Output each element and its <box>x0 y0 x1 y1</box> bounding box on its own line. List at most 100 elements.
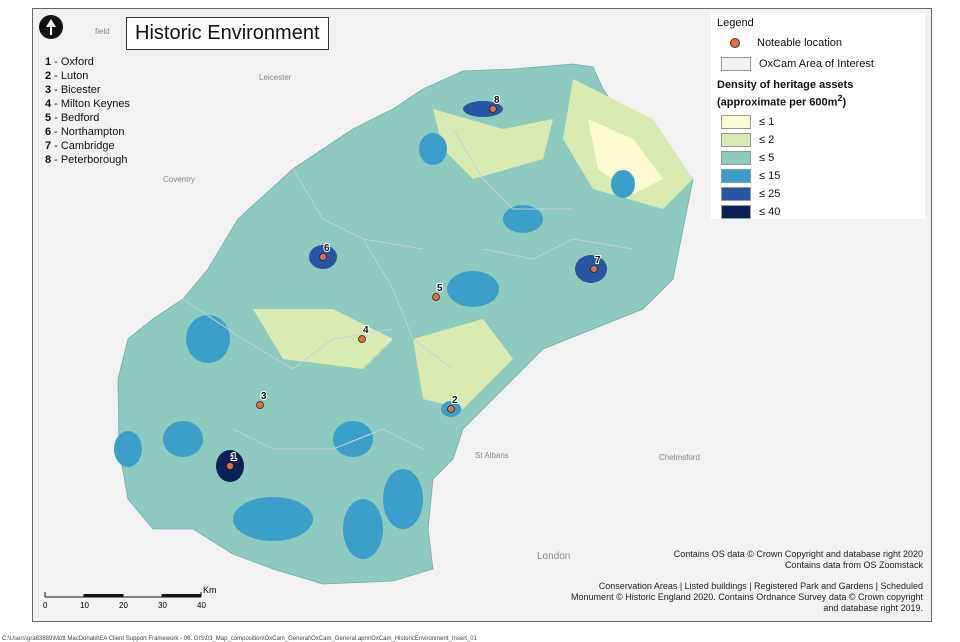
credit-line: Conservation Areas | Listed buildings | … <box>598 581 923 591</box>
credit-line: and database right 2019. <box>823 603 923 613</box>
north-arrow-glyph <box>46 19 56 35</box>
place-number: 8 <box>45 154 52 166</box>
credit-line: Contains OS data © Crown Copyright and d… <box>673 549 923 559</box>
place-item: 3- Bicester <box>45 83 130 97</box>
legend-notable-label: Noteable location <box>757 37 843 49</box>
legend-class: ≤ 5 <box>721 151 774 165</box>
place-item: 7- Cambridge <box>45 139 130 153</box>
map-canvas[interactable]: 1 2 3 4 5 6 7 8 <box>33 9 931 621</box>
oxcam-area <box>117 63 694 585</box>
place-number: 1 <box>45 56 52 68</box>
place-number: 7 <box>45 140 52 152</box>
city-marker-label: 1 <box>231 452 237 463</box>
basemap-label-field: field <box>95 27 110 36</box>
class-swatch <box>721 187 751 201</box>
district-boundaries <box>182 128 634 450</box>
place-number: 5 <box>45 112 52 124</box>
place-number: 4 <box>45 98 52 110</box>
legend-area: OxCam Area of Interest <box>721 57 874 71</box>
legend-title: Legend <box>717 17 754 29</box>
city-marker-label: 8 <box>494 95 500 106</box>
place-number: 6 <box>45 126 52 138</box>
scale-tick-label: 20 <box>119 601 128 610</box>
scale-tick-label: 30 <box>158 601 167 610</box>
places-list: 1- Oxford 2- Luton 3- Bicester 4- Milton… <box>45 55 130 167</box>
city-markers: 1 2 3 4 5 6 7 8 <box>226 94 602 470</box>
map-frame: 1 2 3 4 5 6 7 8 Leicester Coventry St Albans Ch… <box>32 8 932 622</box>
class-label: ≤ 1 <box>759 116 775 128</box>
city-marker[interactable] <box>226 462 234 470</box>
place-name: - Bicester <box>54 84 101 96</box>
city-marker[interactable] <box>319 253 327 261</box>
scale-tick-label: 10 <box>80 601 89 610</box>
city-marker-label: 4 <box>363 325 369 336</box>
notable-marker-dot <box>730 38 740 48</box>
density-patch-low <box>433 109 553 179</box>
class-label: ≤ 15 <box>759 170 781 182</box>
basemap-label-london: London <box>537 551 571 562</box>
area-swatch <box>721 57 751 71</box>
class-label: ≤ 25 <box>759 188 781 200</box>
basemap-label-leicester: Leicester <box>259 73 292 82</box>
density-patch-very-low <box>588 119 663 194</box>
place-item: 2- Luton <box>45 69 130 83</box>
class-label: ≤ 40 <box>759 206 781 218</box>
place-name: - Oxford <box>54 56 94 68</box>
place-name: - Bedford <box>54 112 100 124</box>
legend-class: ≤ 15 <box>721 169 780 183</box>
density-heading: Density of heritage assets (approximate … <box>717 79 853 110</box>
scale-bar-graphic <box>44 592 202 598</box>
density-close: ) <box>842 96 847 109</box>
place-item: 5- Bedford <box>45 111 130 125</box>
legend-area-label: OxCam Area of Interest <box>759 58 874 70</box>
scale-bar: Km 0 10 20 30 40 <box>43 585 223 613</box>
place-item: 4- Milton Keynes <box>45 97 130 111</box>
place-name: - Northampton <box>54 126 125 138</box>
basemap-label-chelmsford: Chelmsford <box>659 453 700 462</box>
class-swatch <box>721 205 751 219</box>
density-sup: 2 <box>837 93 843 103</box>
place-number: 3 <box>45 84 52 96</box>
notable-marker-icon <box>721 37 749 49</box>
city-marker[interactable] <box>432 293 440 301</box>
density-title: Density of heritage assets <box>717 79 854 91</box>
legend-panel: Legend Noteable location OxCam Area of I… <box>711 13 925 219</box>
class-swatch <box>721 115 751 129</box>
legend-notable: Noteable location <box>721 37 842 49</box>
city-marker[interactable] <box>358 335 366 343</box>
class-label: ≤ 2 <box>759 134 775 146</box>
density-patch-low <box>253 309 393 369</box>
city-marker[interactable] <box>447 405 455 413</box>
place-item: 8- Peterborough <box>45 153 130 167</box>
density-patch-low <box>413 319 513 409</box>
city-marker-label: 7 <box>595 255 601 266</box>
city-marker-label: 3 <box>261 391 267 402</box>
scale-unit: Km <box>203 585 217 595</box>
place-number: 2 <box>45 70 52 82</box>
scale-tick-label: 40 <box>197 601 206 610</box>
scale-tick-label: 0 <box>43 601 48 610</box>
he-credits: Conservation Areas | Listed buildings | … <box>571 581 923 614</box>
north-arrow-icon <box>39 15 63 39</box>
class-swatch <box>721 133 751 147</box>
credit-line: Contains data from OS Zoomstack <box>784 560 923 570</box>
city-marker-label: 5 <box>437 283 443 294</box>
place-item: 6- Northampton <box>45 125 130 139</box>
basemap-label-coventry: Coventry <box>163 175 196 184</box>
legend-class: ≤ 40 <box>721 205 780 219</box>
file-path: C:\Users\gra83889\Mott MacDonald\EA Clie… <box>2 636 477 642</box>
place-name: - Milton Keynes <box>54 98 130 110</box>
city-marker[interactable] <box>256 401 264 409</box>
credit-line: Monument © Historic England 2020. Contai… <box>571 592 923 602</box>
legend-class: ≤ 1 <box>721 115 774 129</box>
hotspot-peterborough <box>463 101 503 117</box>
city-marker[interactable] <box>489 105 497 113</box>
legend-class: ≤ 25 <box>721 187 780 201</box>
class-swatch <box>721 151 751 165</box>
class-swatch <box>721 169 751 183</box>
place-name: - Peterborough <box>54 154 128 166</box>
city-marker-label: 6 <box>324 243 330 254</box>
density-subtitle-line: (approximate per 600m2) <box>717 92 853 110</box>
city-marker[interactable] <box>590 265 598 273</box>
city-marker-label: 2 <box>452 395 458 406</box>
